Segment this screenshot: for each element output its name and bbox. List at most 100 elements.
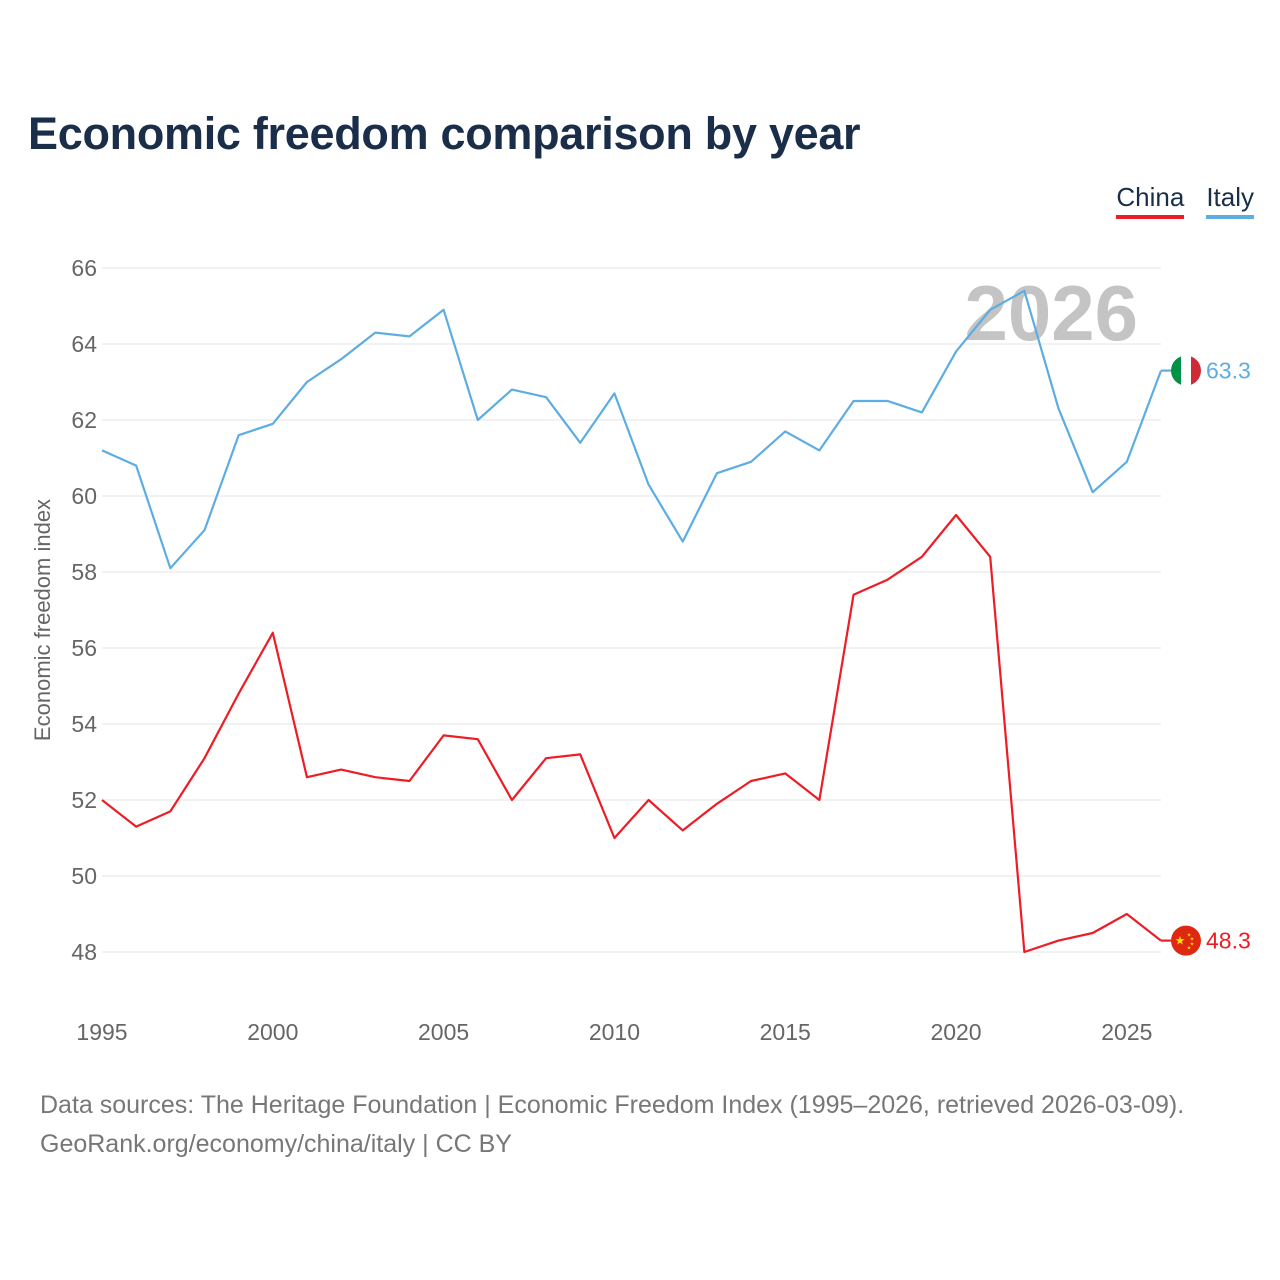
- data-point-italy[interactable]: [235, 431, 243, 439]
- end-label-italy: 63.3: [1206, 358, 1251, 384]
- y-tick-label: 48: [71, 939, 97, 965]
- x-tick-label: 2025: [1101, 1019, 1152, 1045]
- data-point-china[interactable]: [747, 777, 755, 785]
- data-point-italy[interactable]: [132, 462, 140, 470]
- year-watermark: 2026: [964, 269, 1138, 357]
- x-tick-label: 2005: [418, 1019, 469, 1045]
- data-point-italy[interactable]: [815, 446, 823, 454]
- data-point-italy[interactable]: [850, 397, 858, 405]
- data-point-italy[interactable]: [200, 526, 208, 534]
- legend: China Italy: [1116, 182, 1254, 219]
- data-point-china[interactable]: [850, 591, 858, 599]
- data-point-italy[interactable]: [1020, 287, 1028, 295]
- data-point-china[interactable]: [235, 690, 243, 698]
- y-tick-label: 52: [71, 787, 97, 813]
- x-tick-label: 1995: [76, 1019, 127, 1045]
- y-tick-label: 60: [71, 483, 97, 509]
- data-point-china[interactable]: [576, 750, 584, 758]
- data-point-italy[interactable]: [1089, 488, 1097, 496]
- data-point-china[interactable]: [440, 731, 448, 739]
- data-point-china[interactable]: [98, 796, 106, 804]
- legend-item-italy[interactable]: Italy: [1206, 182, 1254, 219]
- data-point-italy[interactable]: [269, 420, 277, 428]
- data-point-italy[interactable]: [576, 439, 584, 447]
- source-note: Data sources: The Heritage Foundation | …: [40, 1086, 1184, 1164]
- data-point-china[interactable]: [132, 823, 140, 831]
- svg-text:★: ★: [1190, 937, 1195, 943]
- source-line-1: Data sources: The Heritage Foundation | …: [40, 1091, 1185, 1119]
- svg-text:★: ★: [1190, 942, 1195, 948]
- chart-title: Economic freedom comparison by year: [28, 108, 861, 159]
- data-point-china[interactable]: [1020, 948, 1028, 956]
- data-point-china[interactable]: [337, 766, 345, 774]
- data-point-china[interactable]: [269, 629, 277, 637]
- data-point-china[interactable]: [303, 773, 311, 781]
- data-point-italy[interactable]: [371, 329, 379, 337]
- data-point-china[interactable]: [1055, 937, 1063, 945]
- data-point-italy[interactable]: [405, 332, 413, 340]
- y-tick-label: 58: [71, 559, 97, 585]
- data-point-italy[interactable]: [747, 458, 755, 466]
- x-tick-label: 2010: [589, 1019, 640, 1045]
- y-tick-label: 54: [71, 711, 97, 737]
- data-point-china[interactable]: [884, 576, 892, 584]
- data-point-china[interactable]: [815, 796, 823, 804]
- source-line-2[interactable]: GeoRank.org/economy/china/italy | CC BY: [40, 1130, 512, 1158]
- data-point-china[interactable]: [405, 777, 413, 785]
- data-point-italy[interactable]: [1123, 458, 1131, 466]
- end-label-china: 48.3: [1206, 928, 1251, 954]
- data-point-italy[interactable]: [610, 389, 618, 397]
- data-point-china[interactable]: [986, 553, 994, 561]
- x-tick-label: 2020: [930, 1019, 981, 1045]
- data-point-china[interactable]: [371, 773, 379, 781]
- data-point-china[interactable]: [610, 834, 618, 842]
- x-axis-ticks: 1995 2000 2005 2010 2015 2020 2025: [76, 1019, 1152, 1045]
- data-point-china[interactable]: [1089, 929, 1097, 937]
- data-point-china[interactable]: [1123, 910, 1131, 918]
- svg-text:★: ★: [1187, 933, 1192, 939]
- data-point-italy[interactable]: [337, 355, 345, 363]
- data-point-china[interactable]: [474, 735, 482, 743]
- data-point-china[interactable]: [200, 754, 208, 762]
- series-line-italy[interactable]: [101, 289, 1163, 570]
- data-point-italy[interactable]: [440, 306, 448, 314]
- data-point-china[interactable]: [952, 511, 960, 519]
- data-point-italy[interactable]: [1055, 405, 1063, 413]
- end-labels: ★ ★★★★ 48.363.3: [1161, 355, 1251, 956]
- data-point-china[interactable]: [918, 553, 926, 561]
- data-point-italy[interactable]: [952, 348, 960, 356]
- y-axis-label: Economic freedom index: [30, 499, 55, 741]
- data-point-china[interactable]: [542, 754, 550, 762]
- data-point-italy[interactable]: [98, 446, 106, 454]
- x-tick-label: 2015: [760, 1019, 811, 1045]
- data-point-china[interactable]: [166, 807, 174, 815]
- data-point-italy[interactable]: [884, 397, 892, 405]
- data-point-italy[interactable]: [918, 408, 926, 416]
- y-tick-label: 66: [71, 255, 97, 281]
- y-axis-ticks: 48 50 52 54 56 58 60 62 64 66: [71, 255, 97, 965]
- data-point-china[interactable]: [713, 800, 721, 808]
- data-point-italy[interactable]: [166, 564, 174, 572]
- data-point-italy[interactable]: [781, 427, 789, 435]
- svg-text:★: ★: [1187, 946, 1192, 952]
- y-tick-label: 62: [71, 407, 97, 433]
- data-point-italy[interactable]: [303, 378, 311, 386]
- data-point-italy[interactable]: [679, 538, 687, 546]
- data-point-italy[interactable]: [474, 416, 482, 424]
- legend-item-china[interactable]: China: [1116, 182, 1185, 219]
- data-point-china[interactable]: [679, 826, 687, 834]
- data-point-italy[interactable]: [986, 306, 994, 314]
- y-tick-label: 56: [71, 635, 97, 661]
- series-line-china[interactable]: [101, 513, 1162, 954]
- data-point-china[interactable]: [781, 769, 789, 777]
- italy-flag-icon: [1171, 355, 1201, 386]
- data-point-italy[interactable]: [508, 386, 516, 394]
- data-point-italy[interactable]: [542, 393, 550, 401]
- data-point-italy[interactable]: [645, 481, 653, 489]
- data-point-china[interactable]: [508, 796, 516, 804]
- data-point-italy[interactable]: [713, 469, 721, 477]
- data-point-china[interactable]: [645, 796, 653, 804]
- series-lines: [98, 287, 1163, 956]
- y-tick-label: 64: [71, 331, 97, 357]
